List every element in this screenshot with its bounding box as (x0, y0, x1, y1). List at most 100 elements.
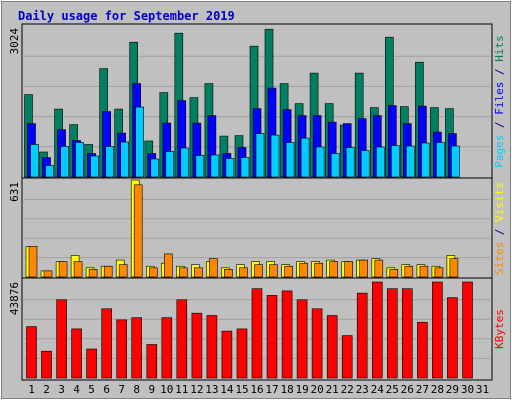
bar-pages-day-17 (270, 134, 280, 178)
x-tick-label: 14 (220, 383, 234, 396)
bar-pages-day-20 (315, 146, 325, 178)
bar-pages-day-11 (180, 147, 190, 178)
bar-sites-day-4 (73, 261, 83, 278)
bar-kbytes-day-10 (161, 317, 173, 379)
panel-hits-files-pages: 3024 Pages / Files / Hits (8, 23, 506, 180)
x-tick-label: 13 (205, 383, 218, 396)
bar-pages-day-15 (240, 157, 250, 178)
bar-kbytes-day-28 (432, 281, 443, 379)
bar-kbytes-day-11 (176, 299, 188, 379)
x-tick-label: 6 (103, 383, 110, 396)
bar-kbytes-day-2 (41, 350, 52, 379)
bar-kbytes-day-5 (86, 348, 97, 379)
bar-pages-day-27 (421, 142, 430, 178)
bar-kbytes-day-20 (311, 308, 323, 379)
x-tick-label: 22 (341, 383, 354, 396)
bar-pages-day-1 (30, 144, 39, 178)
legend-entry: Files (493, 82, 506, 115)
x-tick-label: 30 (461, 383, 474, 396)
x-tick-label: 1 (28, 383, 35, 396)
bar-sites-day-18 (284, 265, 293, 278)
bar-sites-day-3 (58, 261, 68, 278)
x-tick-label: 21 (326, 383, 339, 396)
panel-visits-sites: 631 Sites / Visits (8, 177, 506, 280)
bar-sites-day-22 (344, 261, 354, 278)
bar-kbytes-day-7 (116, 319, 127, 379)
bar-sites-day-29 (449, 258, 459, 278)
bar-pages-day-18 (285, 142, 295, 178)
bar-sites-day-27 (419, 265, 429, 278)
bar-kbytes-day-21 (326, 315, 338, 379)
bar-kbytes-day-3 (56, 299, 67, 379)
panel-kbytes: 43876 KBytes (8, 277, 506, 381)
legend-entry: Visits (493, 182, 506, 222)
bar-sites-day-25 (389, 268, 399, 278)
bar-kbytes-day-14 (221, 330, 233, 379)
bar-sites-day-11 (179, 267, 188, 278)
bar-sites-day-16 (254, 264, 263, 278)
bar-pages-day-22 (345, 147, 355, 178)
bar-pages-day-19 (300, 137, 310, 178)
x-tick-label: 28 (431, 383, 444, 396)
bar-sites-day-8 (133, 184, 143, 278)
x-tick-label: 29 (446, 383, 459, 396)
x-tick-labels: 1 2 3 4 5 6 7 8 9 10 11 12 13 14 15 16 17 18 19 20 21 22 23 24 2… (28, 383, 489, 396)
bar-sites-day-5 (88, 268, 98, 278)
chart-title: Daily usage for September 2019 (18, 9, 235, 23)
bar-pages-day-4 (75, 142, 84, 178)
bar-kbytes-day-1 (26, 326, 37, 379)
bar-pages-day-8 (135, 106, 144, 178)
x-tick-label: 26 (401, 383, 414, 396)
legend-entry: / (493, 115, 506, 135)
bar-kbytes-day-9 (146, 344, 158, 379)
bar-pages-day-23 (360, 150, 370, 178)
x-tick-label: 31 (476, 383, 489, 396)
bar-kbytes-day-16 (251, 288, 263, 379)
bar-kbytes-day-26 (401, 288, 413, 379)
bar-kbytes-day-19 (296, 299, 308, 379)
x-tick-label: 17 (265, 383, 278, 396)
bar-sites-day-24 (374, 259, 384, 278)
bar-kbytes-day-4 (71, 328, 82, 379)
bar-pages-day-3 (60, 146, 69, 178)
x-tick-label: 27 (416, 383, 429, 396)
bar-sites-day-9 (149, 267, 158, 278)
x-tick-label: 12 (190, 383, 203, 396)
series-legend-label: Sites / Visits (493, 182, 506, 275)
bar-kbytes-day-15 (236, 328, 248, 379)
bar-pages-day-10 (165, 151, 175, 178)
y-axis-max-label: 43876 (8, 282, 21, 315)
bar-kbytes-day-8 (131, 317, 142, 379)
bar-kbytes-day-29 (447, 297, 458, 379)
bar-sites-day-12 (194, 267, 203, 278)
legend-entry: KBytes (493, 309, 506, 349)
x-tick-label: 4 (73, 383, 80, 396)
x-tick-label: 7 (118, 383, 125, 396)
bar-sites-day-26 (404, 265, 414, 278)
bar-pages-day-12 (195, 155, 205, 178)
legend-entry: Sites (493, 242, 506, 275)
bar-pages-day-21 (330, 153, 340, 178)
bar-kbytes-day-27 (417, 321, 428, 379)
x-tick-label: 16 (250, 383, 263, 396)
legend-entry: / (493, 222, 506, 242)
y-axis-max-label: 631 (8, 182, 21, 202)
bar-kbytes-day-22 (341, 335, 353, 379)
x-tick-label: 10 (160, 383, 173, 396)
x-tick-label: 20 (310, 383, 323, 396)
x-tick-label: 23 (356, 383, 369, 396)
x-tick-label: 11 (175, 383, 188, 396)
bar-pages-day-13 (210, 154, 220, 178)
bar-pages-day-26 (405, 145, 415, 178)
x-tick-label: 19 (295, 383, 308, 396)
series-legend-label: KBytes (493, 309, 506, 349)
series-legend-label: Pages / Files / Hits (493, 35, 506, 168)
bar-kbytes-day-6 (101, 308, 112, 379)
bar-kbytes-day-17 (266, 295, 278, 379)
bar-sites-day-28 (434, 267, 444, 278)
bar-pages-day-6 (105, 146, 114, 178)
legend-entry: / (493, 62, 506, 82)
x-tick-label: 24 (371, 383, 385, 396)
